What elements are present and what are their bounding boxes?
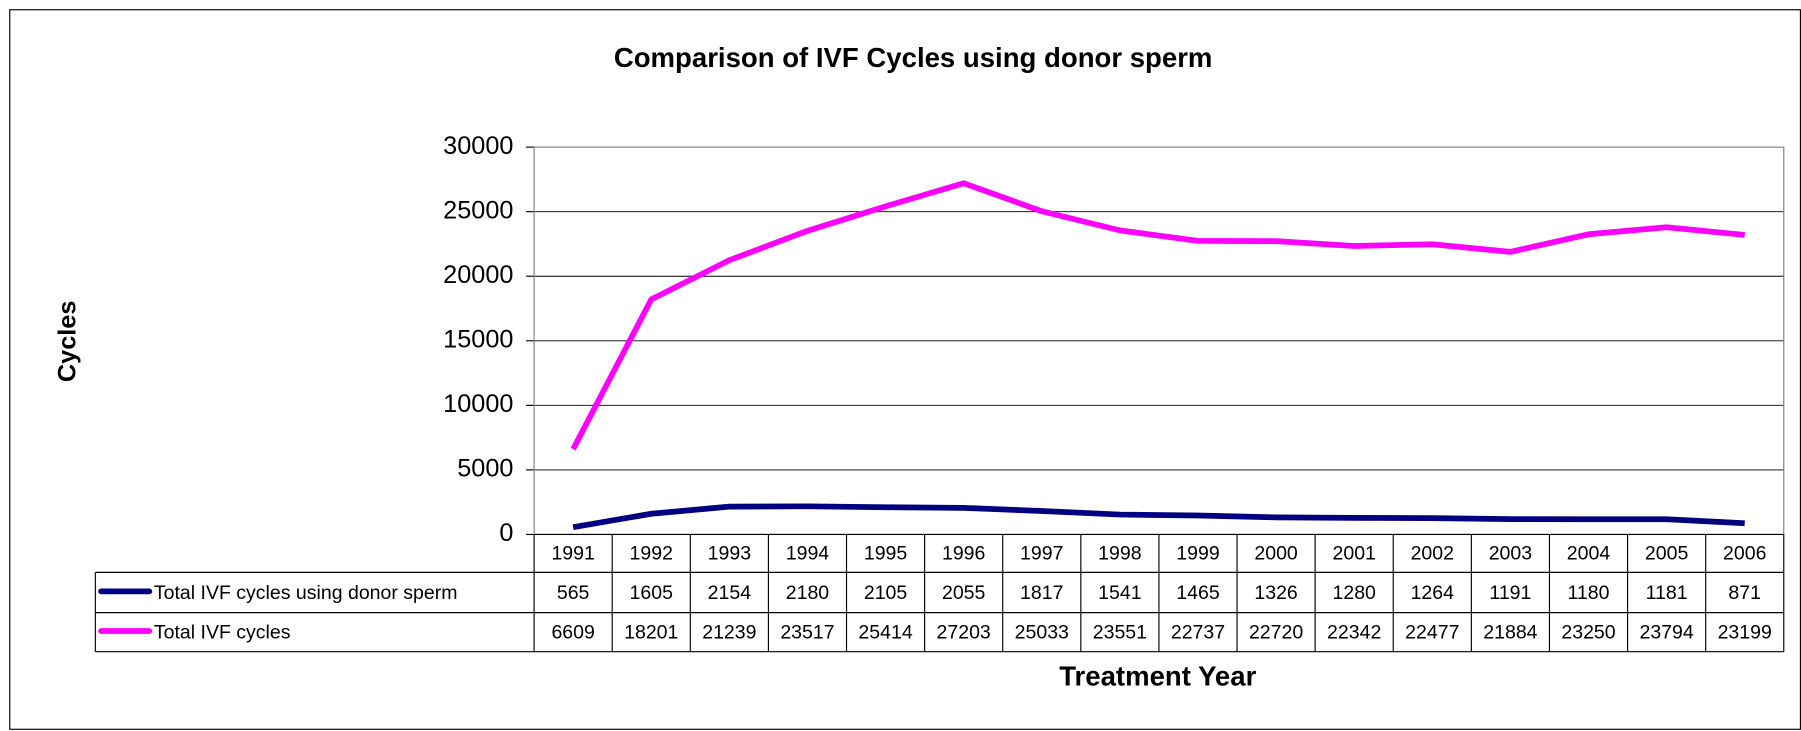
data-label: 21884 [1483,621,1537,643]
data-label: 2154 [708,582,752,604]
x-tick-label: 1998 [1098,543,1141,565]
data-label: 22720 [1249,621,1303,643]
x-tick-label: 2004 [1567,543,1611,565]
x-tick-label: 1993 [708,543,751,565]
data-label: 1326 [1254,582,1297,604]
x-axis-label: Treatment Year [1059,660,1256,691]
x-tick-label: 1991 [551,543,594,565]
x-tick-label: 1995 [864,543,908,565]
data-label: 1605 [630,582,674,604]
y-tick-label: 30000 [443,132,513,160]
data-label: 1465 [1176,582,1220,604]
data-label: 23250 [1561,621,1615,643]
data-label: 23517 [780,621,834,643]
x-tick-label: 1997 [1020,543,1063,565]
y-axis-label: Cycles [54,301,82,383]
data-label: 565 [557,582,590,604]
data-label: 1181 [1646,582,1688,604]
data-label: 25414 [858,621,912,643]
data-label: 1280 [1332,582,1376,604]
data-label: 2055 [942,582,986,604]
x-tick-label: 2002 [1411,543,1454,565]
data-label: 18201 [624,621,678,643]
x-tick-label: 2000 [1254,543,1298,565]
data-label: 21239 [702,621,756,643]
data-label: 6609 [551,621,594,643]
x-tick-label: 2005 [1645,543,1689,565]
chart-border [9,9,1801,730]
x-tick-label: 1994 [786,543,830,565]
data-label: 25033 [1015,621,1069,643]
y-tick-label: 25000 [443,196,513,224]
x-tick-label: 2006 [1723,543,1766,565]
data-label: 22737 [1171,621,1225,643]
data-label: 22477 [1405,621,1459,643]
data-label: 23794 [1639,621,1693,643]
data-label: 1817 [1020,582,1063,604]
y-tick-label: 10000 [443,390,513,418]
series-line [572,503,1745,530]
data-label: 1541 [1098,582,1141,604]
x-tick-label: 2003 [1489,543,1532,565]
x-tick-label: 1992 [630,543,673,565]
y-tick-label: 5000 [457,455,513,483]
data-label: 2180 [786,582,830,604]
data-label: 1264 [1411,582,1455,604]
x-tick-label: 2001 [1332,543,1375,565]
data-label: 22342 [1327,621,1381,643]
legend-label: Total IVF cycles using donor sperm [154,582,458,604]
data-label: 27203 [937,621,991,643]
legend-label: Total IVF cycles [154,621,291,643]
y-tick-label: 20000 [443,261,513,289]
x-tick-label: 1999 [1176,543,1219,565]
chart-title: Comparison of IVF Cycles using donor spe… [614,42,1213,73]
series-line [570,180,1745,451]
data-label: 23199 [1718,621,1772,643]
data-label: 23551 [1093,621,1147,643]
data-label: 1180 [1568,582,1610,604]
data-label: 871 [1728,582,1761,604]
y-tick-label: 0 [499,519,513,547]
data-label: 2105 [864,582,908,604]
y-tick-label: 15000 [443,325,513,353]
x-tick-label: 1996 [942,543,985,565]
data-label: 1191 [1489,582,1531,604]
